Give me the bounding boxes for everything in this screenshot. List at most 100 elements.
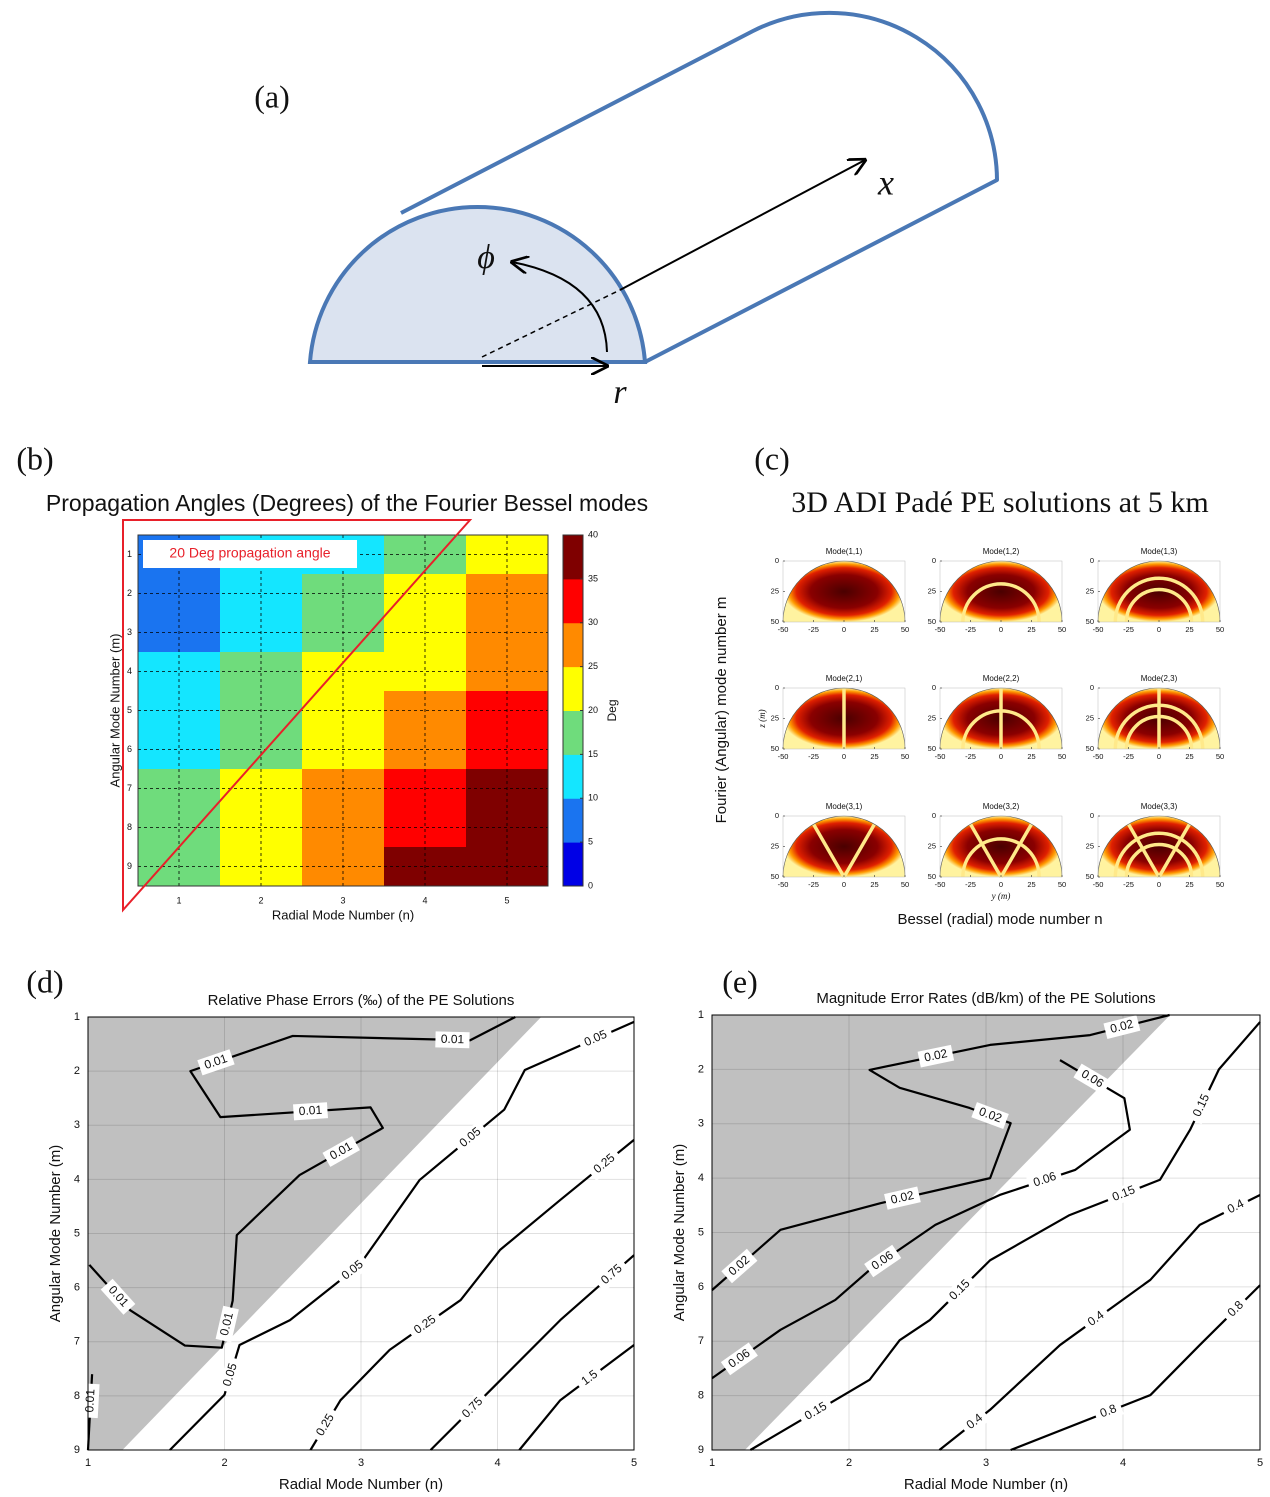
contour-label-bg xyxy=(1220,1293,1252,1325)
x-tick-label: -50 xyxy=(1093,625,1104,634)
y-tick-label: 0 xyxy=(775,556,779,565)
x-tick-label: 0 xyxy=(999,752,1003,761)
y-tick-label: 5 xyxy=(698,1226,704,1238)
contour-label-bg xyxy=(917,1044,955,1068)
colorbar-tick-label: 10 xyxy=(588,793,598,803)
y-tick-label: 50 xyxy=(928,872,936,881)
contour-label: 0.01 xyxy=(217,1311,236,1337)
y-tick-label: 4 xyxy=(127,666,132,676)
heatmap-panel: (b) Propagation Angles (Degrees) of the F… xyxy=(16,440,648,922)
contour-label-bg xyxy=(309,1406,342,1444)
contour-line xyxy=(309,1139,635,1451)
contour-line xyxy=(711,1013,1170,1291)
node-line xyxy=(968,823,1003,878)
contour-label-bg xyxy=(452,1120,489,1155)
colorbar-segment xyxy=(563,842,583,887)
x-tick-label: 0 xyxy=(842,880,846,889)
y-tick-label: 25 xyxy=(771,841,779,850)
y-tick-label: 6 xyxy=(698,1281,704,1293)
colorbar-segment xyxy=(563,798,583,843)
contour-label-bg xyxy=(81,1383,100,1419)
contour-label-group: 0.01 xyxy=(81,1383,100,1419)
chart-title: Magnitude Error Rates (dB/km) of the PE … xyxy=(816,990,1155,1007)
mode-grid-panel: (c)3D ADI Padé PE solutions at 5 km Fouri… xyxy=(713,440,1224,928)
x-tick-label: -50 xyxy=(1093,880,1104,889)
y-tick-label: 9 xyxy=(127,861,132,871)
node-arc xyxy=(1124,588,1194,623)
y-tick-label: 5 xyxy=(127,705,132,715)
node-arc xyxy=(1113,831,1205,878)
contour-label-group: 0.01 xyxy=(197,1049,235,1076)
contour-label-bg xyxy=(454,1390,491,1426)
contour-label: 0.02 xyxy=(1109,1017,1135,1036)
x-tick-label: 1 xyxy=(709,1457,715,1469)
contour-label: 0.01 xyxy=(441,1032,465,1047)
y-tick-label: 50 xyxy=(771,617,779,626)
x-tick-label: 2 xyxy=(221,1457,227,1469)
x-tick-label: 50 xyxy=(1058,752,1066,761)
x-axis-arrow xyxy=(619,160,865,291)
panel-label: (c) xyxy=(754,440,790,476)
y-tick-label: 3 xyxy=(74,1119,80,1131)
x-tick-label: 5 xyxy=(504,895,509,905)
x-tick-label: 0 xyxy=(1157,880,1161,889)
contour-label-group: 0.15 xyxy=(1105,1180,1143,1208)
contour-panel: (d) 1 2 3 4 5 1 2 3 4 5 6 7 8 9 0.01 0.01 0.01 0.01 0.01 0.0… xyxy=(26,963,637,1493)
contour-label-group: 0.4 xyxy=(1220,1193,1252,1221)
y-tick-label: 2 xyxy=(74,1065,80,1077)
colorbar-tick-label: 30 xyxy=(588,617,598,627)
x-axis-label: Radial Mode Number (n) xyxy=(279,1476,443,1493)
axis-label: x xyxy=(877,162,894,202)
y-tick-label: 4 xyxy=(698,1172,704,1184)
contour-label-group: 0.25 xyxy=(309,1406,342,1444)
y-tick-label: 25 xyxy=(1086,713,1094,722)
colorbar-tick-label: 20 xyxy=(588,705,598,715)
chart-title: Relative Phase Errors (‰) of the PE Solu… xyxy=(208,992,515,1009)
contour-label-group: 0.15 xyxy=(1187,1086,1217,1125)
x-tick-label: 4 xyxy=(494,1457,500,1469)
panel-label: (b) xyxy=(16,440,53,476)
y-tick-label: 7 xyxy=(698,1335,704,1347)
colorbar-segment xyxy=(563,754,583,799)
node-arc xyxy=(961,837,1041,878)
node-arc xyxy=(1124,715,1194,750)
contour-label-group: 0.02 xyxy=(971,1102,1009,1130)
y-tick-label: 0 xyxy=(932,556,936,565)
contour-label-bg xyxy=(1220,1193,1252,1221)
y-tick-label: 5 xyxy=(74,1227,80,1239)
plot-frame xyxy=(711,1014,1261,1451)
node-arc xyxy=(1113,703,1205,750)
subplot-title: Mode(1,1) xyxy=(826,547,863,556)
contour-label-bg xyxy=(576,1024,615,1053)
contour-label-bg xyxy=(1103,1015,1141,1039)
colorbar-tick-label: 15 xyxy=(588,749,598,759)
colorbar-segment xyxy=(563,535,583,580)
contour-label-bg xyxy=(197,1049,235,1076)
y-tick-label: 8 xyxy=(698,1390,704,1402)
y-tick-label: 9 xyxy=(74,1444,80,1456)
node-arc xyxy=(961,709,1041,750)
y-tick-label: 3 xyxy=(127,627,132,637)
contour-label-group: 0.05 xyxy=(576,1024,615,1053)
contour-label-group: 0.4 xyxy=(959,1407,991,1437)
x-tick-label: 25 xyxy=(870,752,878,761)
y-axis-label: Fourier (Angular) mode number m xyxy=(713,597,730,824)
node-arc xyxy=(1124,843,1194,878)
panel-label: (e) xyxy=(722,963,758,999)
x-tick-label: 4 xyxy=(1120,1457,1126,1469)
annotation-box xyxy=(143,540,357,568)
y-tick-label: 25 xyxy=(928,586,936,595)
contour-label: 0.02 xyxy=(889,1188,915,1207)
x-tick-label: -25 xyxy=(1123,752,1134,761)
cylinder-face xyxy=(307,205,648,364)
y-tick-label: 4 xyxy=(74,1173,80,1185)
contour-label-bg xyxy=(1080,1304,1112,1334)
x-tick-label: 3 xyxy=(340,895,345,905)
x-tick-label: -50 xyxy=(935,880,946,889)
mode-image xyxy=(783,816,905,877)
x-tick-label: 3 xyxy=(358,1457,364,1469)
subplot-title: Mode(2,1) xyxy=(826,674,863,683)
x-tick-label: 0 xyxy=(1157,752,1161,761)
x-tick-label: 50 xyxy=(1058,880,1066,889)
